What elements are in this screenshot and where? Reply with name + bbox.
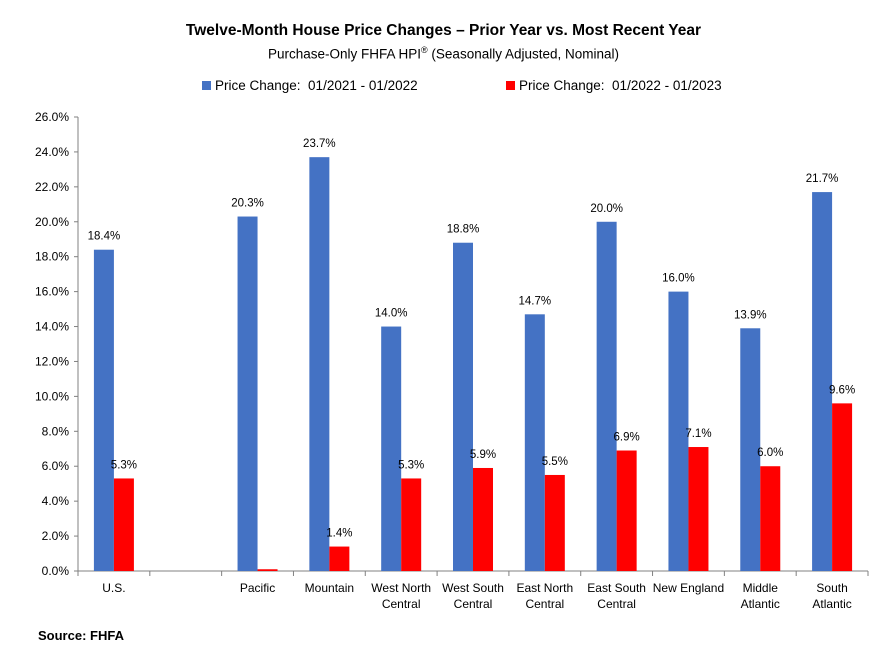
x-tick-label: Atlantic	[741, 597, 780, 611]
y-tick-label: 24.0%	[35, 145, 69, 159]
x-tick-label: West South	[442, 581, 504, 595]
data-label-series-1: 14.7%	[519, 295, 552, 307]
y-tick-label: 26.0%	[35, 110, 69, 124]
x-tick-label: U.S.	[102, 581, 125, 595]
x-tick-label: West North	[371, 581, 431, 595]
data-label-series-1: 20.0%	[590, 203, 623, 215]
bar-series-2	[688, 447, 709, 571]
bar-series-1	[524, 314, 545, 571]
data-label-series-1: 13.9%	[734, 309, 767, 321]
x-tick-label: East South	[587, 581, 646, 595]
bar-series-2	[401, 478, 422, 571]
data-label-series-1: 23.7%	[303, 138, 336, 150]
x-tick-label: Pacific	[240, 581, 275, 595]
data-label-series-2: 5.3%	[398, 459, 424, 471]
x-tick-label: Central	[454, 597, 493, 611]
legend-item-series-2: Price Change: 01/2022 - 01/2023	[506, 78, 722, 93]
bar-series-2	[832, 403, 853, 571]
data-label-series-2: 5.5%	[542, 456, 568, 468]
chart-subtitle-text: Purchase-Only FHFA HPI	[267, 46, 422, 62]
chart-subtitle-rest: (Seasonally Adjusted, Nominal)	[427, 46, 620, 62]
x-tick-label: Central	[525, 597, 564, 611]
x-tick-label: Mountain	[305, 581, 354, 595]
x-tick-label: Central	[382, 597, 421, 611]
bar-series-1	[740, 328, 761, 571]
data-label-series-2: 5.9%	[470, 449, 496, 461]
bar-series-1	[453, 242, 473, 571]
bar-series-2	[473, 467, 493, 571]
y-tick-label: 18.0%	[35, 250, 69, 264]
data-label-series-2: 1.4%	[326, 528, 352, 540]
bar-series-2	[257, 569, 278, 571]
data-label-series-1: 21.7%	[806, 173, 839, 185]
bar-series-1	[812, 192, 833, 572]
source-note: Source: FHFA	[38, 628, 124, 643]
data-label-series-2: 5.3%	[111, 459, 137, 471]
y-tick-label: 20.0%	[35, 215, 69, 229]
bar-series-2	[760, 466, 781, 571]
registered-mark: ®	[421, 45, 428, 55]
x-tick-label: Central	[597, 597, 636, 611]
legend-label-series-1: Price Change: 01/2021 - 01/2022	[215, 78, 418, 93]
y-tick-label: 8.0%	[42, 424, 70, 438]
data-label-series-1: 14.0%	[375, 308, 408, 320]
data-label-series-1: 18.4%	[88, 231, 121, 243]
data-label-series-2: 7.1%	[685, 428, 711, 440]
data-label-series-1: 20.3%	[231, 198, 264, 210]
data-label-series-2: 6.0%	[757, 447, 783, 459]
data-label-series-2: 9.6%	[829, 384, 855, 396]
data-label-series-1: 16.0%	[662, 273, 695, 285]
legend-swatch-series-2	[506, 81, 515, 90]
x-tick-label: Atlantic	[812, 597, 851, 611]
x-tick-label: New England	[653, 581, 724, 595]
legend-label-series-2: Price Change: 01/2022 - 01/2023	[519, 78, 722, 93]
bar-series-1	[93, 249, 114, 571]
bar-series-1	[381, 326, 402, 571]
y-tick-label: 12.0%	[35, 354, 69, 368]
legend-swatch-series-1	[202, 81, 211, 90]
y-tick-label: 4.0%	[42, 494, 70, 508]
bar-series-2	[113, 478, 134, 571]
y-tick-label: 2.0%	[42, 529, 70, 543]
bar-series-2	[616, 450, 637, 571]
bar-series-2	[544, 474, 565, 571]
bar-series-1	[668, 291, 689, 571]
y-tick-label: 0.0%	[42, 564, 70, 578]
data-label-series-2: 6.9%	[614, 432, 640, 444]
bar-series-1	[309, 157, 330, 571]
x-tick-label: East North	[516, 581, 573, 595]
y-tick-label: 16.0%	[35, 285, 69, 299]
y-tick-label: 14.0%	[35, 320, 69, 334]
chart-subtitle: Purchase-Only FHFA HPI® (Seasonally Adju…	[0, 45, 887, 62]
data-label-series-1: 18.8%	[447, 224, 480, 236]
x-tick-label: Middle	[743, 581, 779, 595]
bar-series-2	[329, 546, 350, 571]
y-tick-label: 6.0%	[42, 459, 70, 473]
bar-series-1	[596, 221, 617, 571]
legend-item-series-1: Price Change: 01/2021 - 01/2022	[202, 78, 418, 93]
y-tick-label: 10.0%	[35, 389, 69, 403]
x-tick-label: South	[816, 581, 847, 595]
bar-series-1	[237, 216, 258, 571]
chart-title: Twelve-Month House Price Changes – Prior…	[185, 22, 702, 39]
y-tick-label: 22.0%	[35, 180, 69, 194]
